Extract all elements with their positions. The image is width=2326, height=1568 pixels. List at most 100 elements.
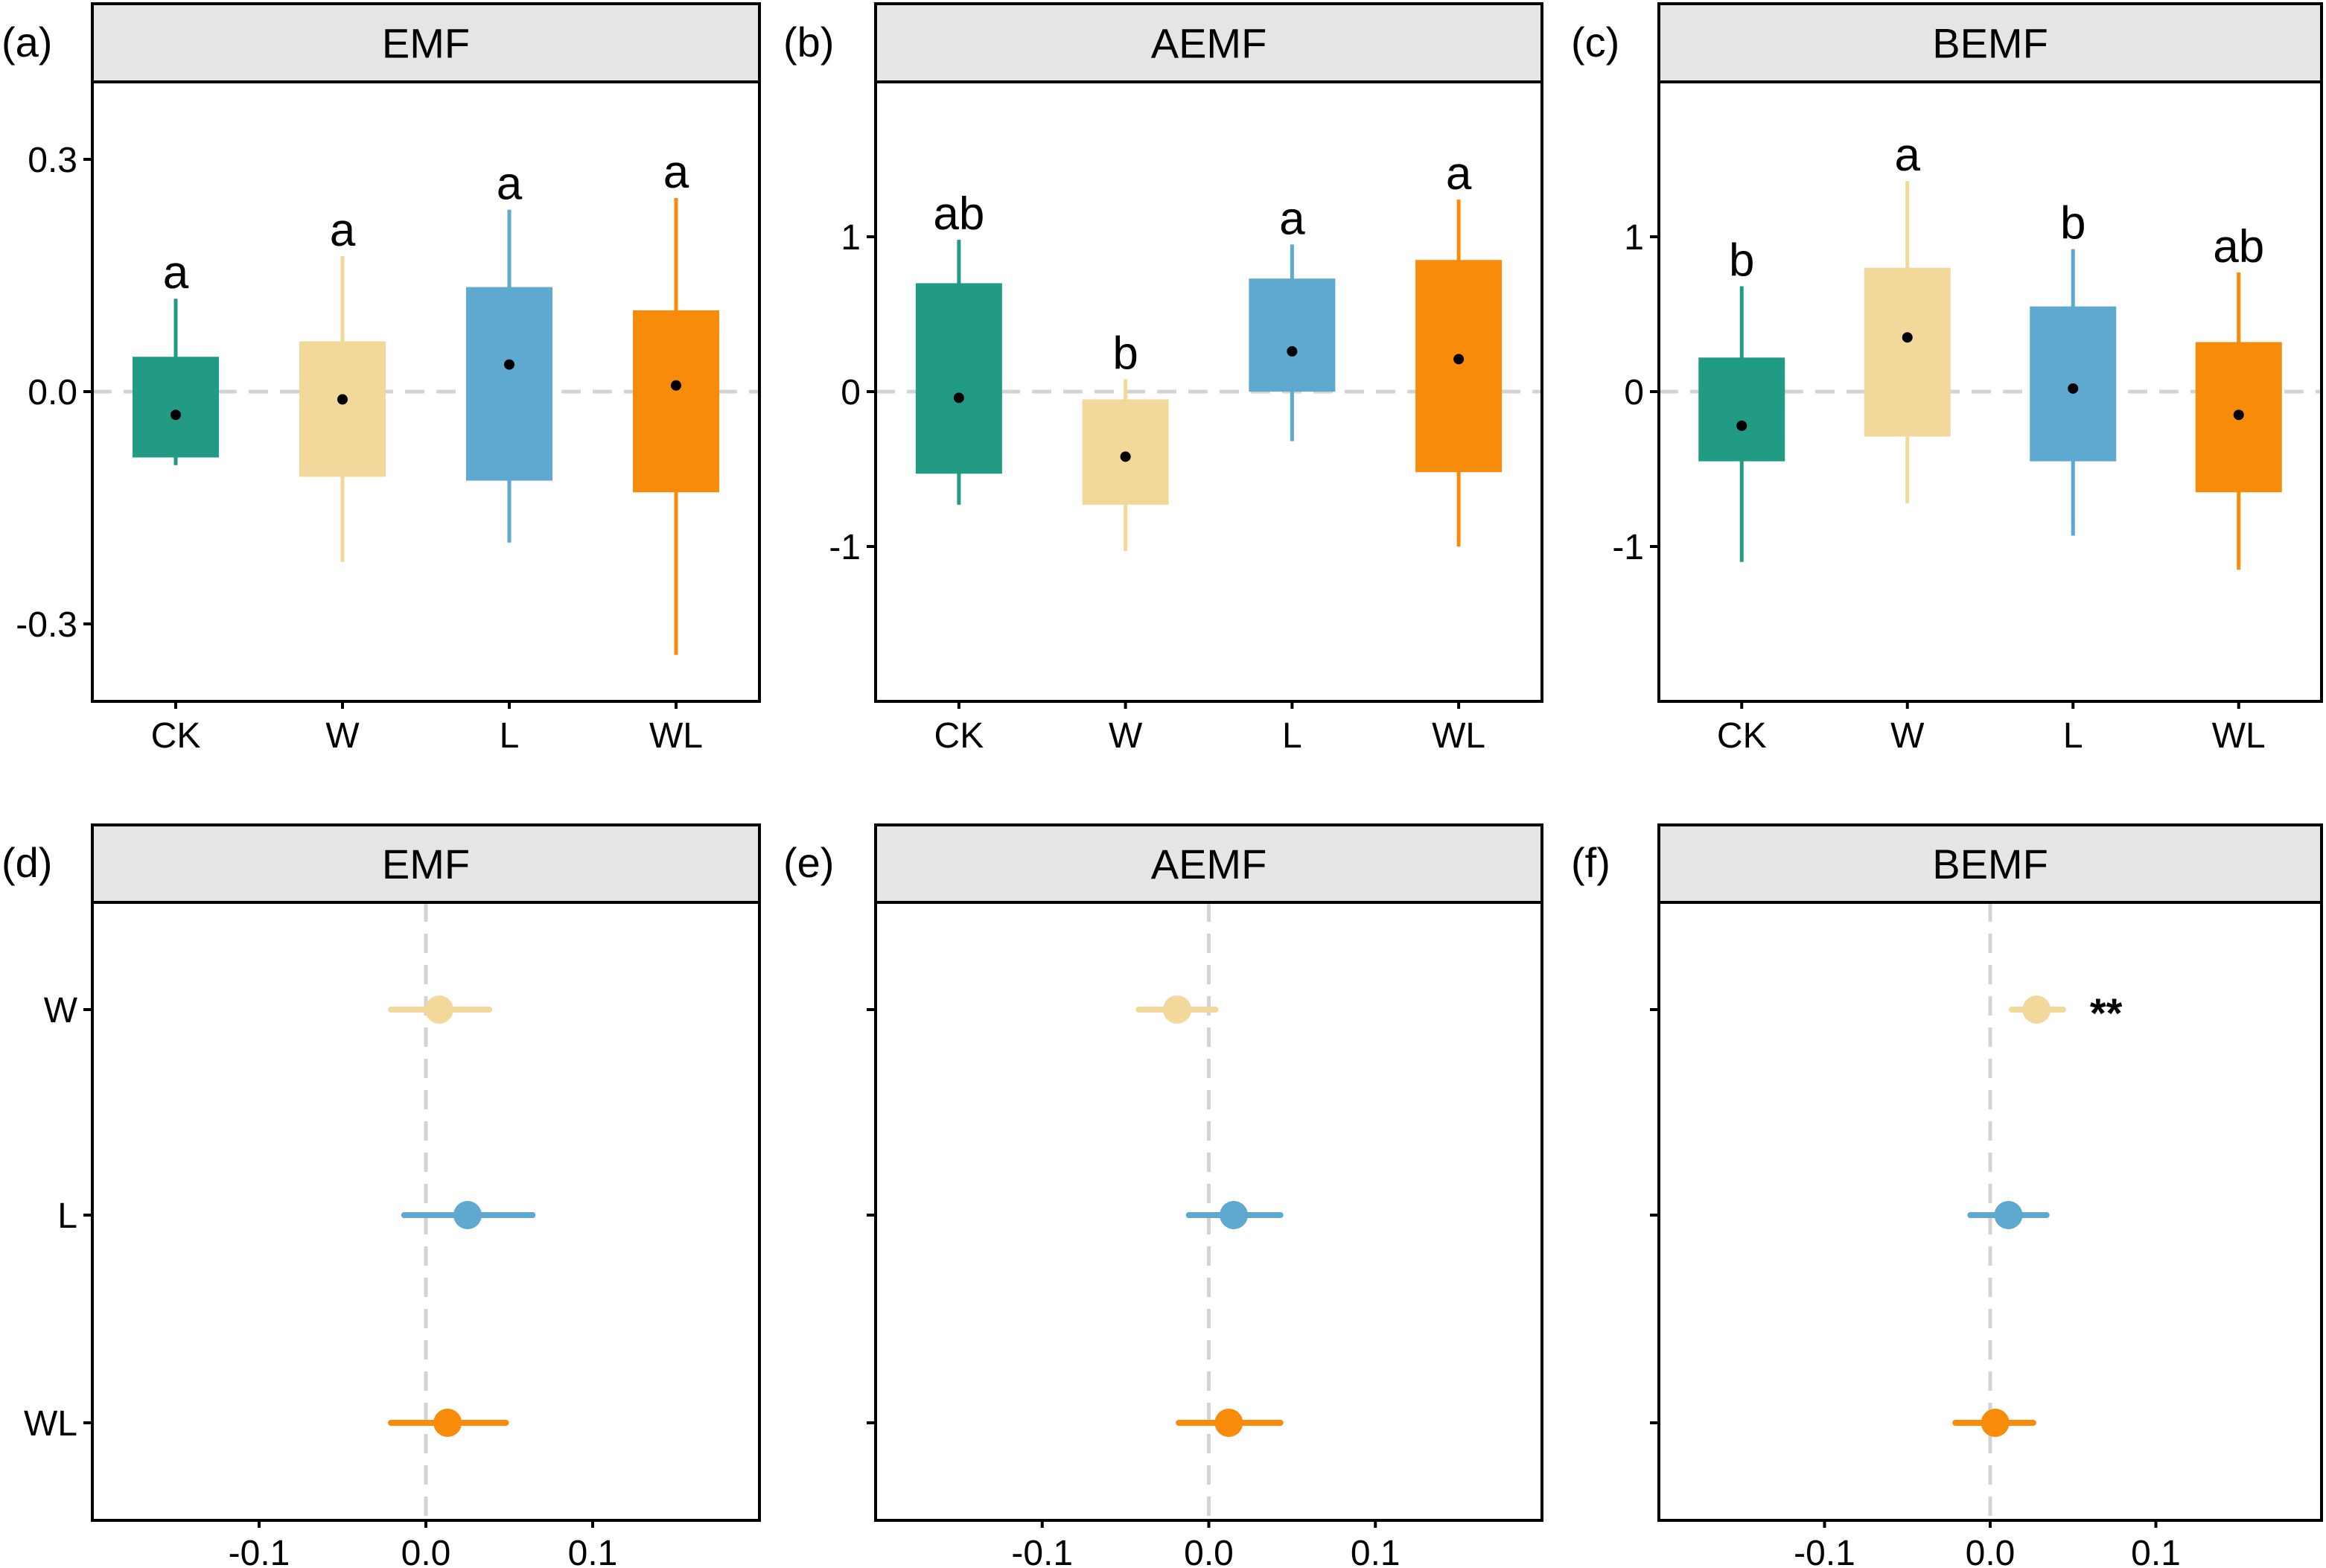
- panel-title: EMF: [382, 841, 470, 887]
- mean-point: [1287, 345, 1298, 357]
- estimate-WL: [1952, 1409, 2036, 1437]
- box-body: [466, 287, 552, 481]
- box-CK: b: [1698, 235, 1785, 562]
- estimate-L: [1185, 1201, 1284, 1229]
- mean-point: [2233, 409, 2244, 421]
- box-body: [1415, 260, 1503, 473]
- box-body: [633, 310, 719, 493]
- box-L: a: [1249, 193, 1336, 442]
- box-CK: ab: [915, 188, 1002, 505]
- panel-strip: [874, 2, 1543, 83]
- y-tick-label: 1: [841, 218, 861, 258]
- x-tick-label: WL: [649, 716, 703, 756]
- x-tick-label: CK: [151, 716, 201, 756]
- box-body: [1249, 278, 1336, 392]
- x-tick-label: -0.1: [1794, 1534, 1855, 1568]
- y-tick-label: W: [44, 991, 78, 1030]
- panel-letter: (f): [1571, 839, 1610, 886]
- estimate-point: [453, 1201, 482, 1229]
- panel-title: BEMF: [1932, 20, 2048, 67]
- mean-point: [504, 359, 514, 370]
- mean-point: [953, 392, 964, 404]
- box-body: [915, 283, 1002, 474]
- panel-e: (e) AEMF -0.1 0.0 0.1: [783, 823, 1543, 1568]
- x-tick-label: 0.0: [1966, 1534, 2016, 1568]
- x-tick-label: 0.0: [1184, 1534, 1234, 1568]
- y-tick-label: 0: [1624, 373, 1644, 412]
- y-tick-label: 1: [1624, 218, 1644, 258]
- x-tick-label: WL: [1432, 716, 1485, 756]
- box-WL: a: [1415, 148, 1503, 546]
- estimate-WL: [387, 1409, 509, 1437]
- x-tick-label: L: [1282, 716, 1302, 756]
- y-tick-label: 0.0: [28, 373, 77, 412]
- x-tick-label: L: [2063, 716, 2083, 756]
- panel-strip: [1657, 823, 2323, 904]
- mean-point: [337, 394, 348, 405]
- significance-letter: a: [1895, 130, 1921, 181]
- x-tick-label: CK: [1717, 716, 1767, 756]
- significance-letter: b: [1112, 328, 1138, 379]
- panel-letter: (d): [1, 839, 52, 886]
- significance-stars: **: [2090, 989, 2123, 1036]
- estimate-point: [1994, 1201, 2023, 1229]
- estimate-point: [433, 1409, 462, 1437]
- panel-frame: [874, 901, 1543, 1522]
- significance-letter: b: [1729, 235, 1754, 287]
- box-WL: a: [633, 147, 719, 655]
- panel-strip: [1657, 2, 2323, 83]
- estimate-point: [2022, 995, 2051, 1024]
- y-tick-label: L: [57, 1196, 77, 1236]
- x-tick-label: 0.0: [401, 1534, 451, 1568]
- significance-letter: a: [163, 247, 189, 299]
- box-L: b: [2030, 198, 2117, 536]
- panel-frame: [91, 901, 761, 1522]
- panel-title: AEMF: [1151, 841, 1267, 887]
- box-W: a: [299, 205, 386, 562]
- x-tick-label: 0.1: [1351, 1534, 1401, 1568]
- x-tick-label: -0.1: [229, 1534, 290, 1568]
- y-tick-label: -1: [1612, 528, 1644, 567]
- estimate-W: [1135, 995, 1219, 1024]
- significance-letter: a: [1446, 148, 1472, 200]
- significance-letter: a: [663, 147, 689, 198]
- estimate-W: **: [2008, 989, 2123, 1036]
- estimate-L: [401, 1201, 536, 1229]
- mean-point: [171, 409, 181, 421]
- mean-point: [1120, 451, 1131, 462]
- panel-frame: [874, 80, 1543, 703]
- box-L: a: [466, 159, 552, 543]
- estimate-point: [1214, 1409, 1243, 1437]
- significance-letter: ab: [2213, 221, 2264, 273]
- panel-title: AEMF: [1151, 20, 1267, 67]
- panel-frame: [1657, 901, 2323, 1522]
- box-body: [299, 341, 386, 477]
- estimate-point: [1220, 1201, 1249, 1229]
- x-tick-label: W: [325, 716, 360, 756]
- estimate-point: [1981, 1409, 2010, 1437]
- box-body: [1698, 357, 1785, 462]
- panel-letter: (b): [783, 19, 834, 66]
- x-tick-label: 0.1: [568, 1534, 618, 1568]
- box-WL: ab: [2195, 221, 2282, 570]
- panel-a: (a) EMF -0.3 0.0 0.3 a CK a Wa La WL: [1, 2, 761, 756]
- panel-c: (c) BEMF -1 0 1 b CK a Wb Lab WL: [1571, 2, 2323, 756]
- mean-point: [1453, 354, 1465, 365]
- estimate-W: [387, 995, 493, 1024]
- box-body: [1864, 267, 1951, 437]
- box-body: [133, 357, 219, 458]
- x-tick-label: W: [1109, 716, 1143, 756]
- mean-point: [2068, 383, 2079, 394]
- panel-letter: (c): [1571, 19, 1619, 66]
- mean-point: [1736, 420, 1747, 431]
- x-tick-label: W: [1890, 716, 1925, 756]
- y-tick-label: -0.3: [16, 605, 77, 645]
- panel-title: EMF: [382, 20, 470, 67]
- panel-strip: [874, 823, 1543, 904]
- panel-title: BEMF: [1932, 841, 2048, 887]
- estimate-point: [1162, 995, 1191, 1024]
- panel-frame: [1657, 80, 2323, 703]
- estimate-point: [424, 995, 453, 1024]
- x-tick-label: L: [500, 716, 520, 756]
